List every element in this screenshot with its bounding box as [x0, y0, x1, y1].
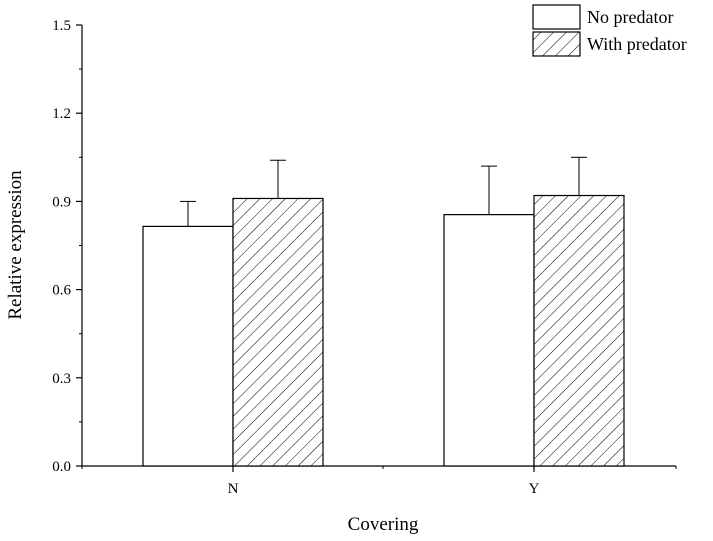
y-tick-label: 0.9 — [52, 194, 71, 210]
y-tick-label: 0.6 — [52, 283, 71, 299]
x-axis-title: Covering — [348, 514, 419, 535]
legend-swatch — [532, 4, 581, 30]
legend: No predator With predator — [532, 4, 687, 57]
y-axis-title: Relative expression — [5, 170, 26, 320]
legend-label: No predator — [587, 7, 673, 27]
x-tick-label: N — [228, 481, 239, 497]
bar — [142, 225, 234, 467]
bars — [142, 194, 625, 467]
y-tick-label: 1.2 — [52, 106, 71, 122]
bar — [533, 194, 625, 467]
ticks: 0.0 0.3 0.6 0.9 1.2 1.5 N Y — [52, 18, 677, 497]
y-tick-label: 0.3 — [52, 371, 71, 387]
legend-label: With predator — [587, 34, 687, 54]
x-tick-label: Y — [529, 481, 540, 497]
error-bars — [180, 156, 587, 227]
y-tick-label: 1.5 — [52, 18, 71, 34]
legend-swatch — [532, 31, 581, 57]
bar — [443, 214, 535, 467]
y-tick-label: 0.0 — [52, 459, 71, 475]
bar — [232, 197, 324, 467]
